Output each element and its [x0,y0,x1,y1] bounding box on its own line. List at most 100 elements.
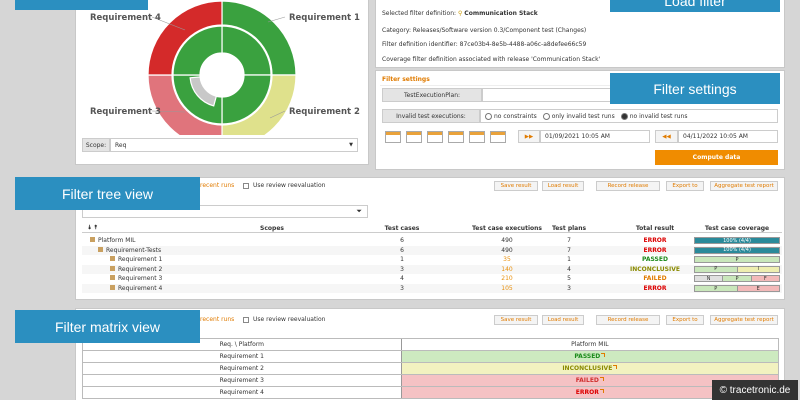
test-plans: 7 [552,246,586,255]
toolbar-button[interactable]: Aggregate test report [710,315,778,325]
tree-header: ScopesTest casesTest case executionsTest… [82,224,782,233]
date-from-button[interactable]: ▶▶ [518,130,540,143]
test-plans: 3 [552,284,586,293]
toolbar-button[interactable]: Save result [494,315,538,325]
column-header: Scopes [142,224,402,233]
sunburst-chart: Requirement 4Requirement 1Requirement 3R… [75,0,369,135]
identifier: Filter definition identifier: 87ce03b4-8… [382,41,586,48]
watermark: © tracetronic.de [712,380,798,400]
view-icon[interactable] [490,131,506,143]
coverage-bar: PE [694,285,780,292]
column-header: Test cases [372,224,432,233]
toolbar-button[interactable]: Record release [596,315,660,325]
coverage-segment: P [695,286,737,291]
tree-icon [110,275,115,280]
matrix-cell[interactable]: INCONCLUSIVE [401,363,778,374]
checkbox[interactable] [243,183,249,189]
scope-text: Requirement 2 [118,266,162,273]
coverage-segment: P [722,276,750,281]
radio-option[interactable]: no constraints [485,113,537,120]
test-plans: 5 [552,274,586,283]
coverage-bar: NPF [694,275,780,282]
matrix-column-header: Platform MIL [401,339,778,350]
toolbar-button[interactable]: Record release [596,181,660,191]
tree-icon [98,247,103,252]
tree-icon [90,237,95,242]
scope-text: Requirement 1 [118,256,162,263]
matrix-cell[interactable]: PASSED [401,351,778,362]
radio [621,113,628,120]
selected-name: Communication Stack [464,10,537,17]
coverage-segment: I [737,267,780,272]
toolbar-button[interactable]: Save result [494,181,538,191]
coverage-segment: 100% (4/4) [695,238,779,243]
toolbar-button[interactable]: Aggregate test report [710,181,778,191]
caret: ▼ [349,142,353,148]
scope-name: Requirement-Tests [98,247,161,254]
matrix-row: Requirement 4 ERROR [82,387,779,399]
coverage-segment: F [751,276,779,281]
tree-table: ScopesTest casesTest case executionsTest… [82,224,782,296]
callout [15,0,148,10]
radio-option[interactable]: only invalid test runs [543,113,615,120]
tree-icon [110,285,115,290]
tree-icon [110,266,115,271]
test-cases: 4 [372,274,432,283]
recent-runs[interactable]: recent runs [200,182,234,189]
sunburst-label: Requirement 2 [289,107,360,117]
radio-label: no invalid test runs [630,113,688,120]
coverage-note: Coverage filter definition associated wi… [382,56,600,63]
date-to-button[interactable]: ◀◀ [655,130,678,143]
scope-name: Requirement 1 [110,256,162,263]
scope-select[interactable]: Req▼ [110,138,358,152]
total-result: ERROR [617,236,693,245]
tree-row: Requirement 231404INCONCLUSIVEPI [82,265,782,274]
view-icons [385,131,506,143]
sunburst-label: Requirement 1 [289,13,360,23]
scope-text: Requirement 3 [118,275,162,282]
matrix-row-label: Requirement 4 [83,387,401,398]
date-to[interactable]: 04/11/2022 10:05 AM [678,130,778,143]
recent-runs[interactable]: recent runs [200,316,234,323]
callout: Filter tree view [15,177,200,210]
coverage-segment: P [695,257,779,262]
compute-button[interactable]: Compute data [655,150,778,165]
date-from[interactable]: 01/09/2021 10:05 AM [540,130,650,143]
tree-row: Requirement 431053ERRORPE [82,284,782,293]
sunburst-label: Requirement 3 [90,107,161,117]
total-result: INCONCLUSIVE [617,265,693,274]
radio-option[interactable]: no invalid test runs [621,113,688,120]
test-cases: 6 [372,246,432,255]
column-header: Total result [617,224,693,233]
toolbar-button[interactable]: Export to [666,315,704,325]
checkbox[interactable] [243,317,249,323]
test-cases: 3 [372,284,432,293]
matrix-status: FAILED [576,377,599,384]
view-icon[interactable] [406,131,422,143]
scope-text: Platform MIL [98,237,136,244]
view-icon[interactable] [448,131,464,143]
view-icon[interactable] [427,131,443,143]
matrix-row: Requirement 3 FAILED [82,375,779,387]
coverage-segment: 100% (4/4) [695,248,779,253]
plan-label: TestExecutionPlan: [382,88,482,102]
matrix-table: Req. \ PlatformPlatform MILRequirement 1… [82,338,779,399]
callout: Load filter [610,0,780,12]
selected-filter: Selected filter definition: ⚲ Communicat… [382,10,538,17]
toolbar-button[interactable]: Export to [666,181,704,191]
matrix-row-label: Requirement 3 [83,375,401,386]
scope-name: Requirement 4 [110,285,162,292]
matrix-status: ERROR [576,389,599,396]
column-header: Test plans [552,224,586,233]
scope-text: Requirement 4 [118,285,162,292]
scope-label: Scope: [82,138,110,152]
tree-row: Platform MIL64907ERROR100% (4/4) [82,236,782,245]
toolbar-button[interactable]: Load result [542,315,584,325]
plan-input[interactable] [482,88,622,102]
matrix-row: Requirement 2INCONCLUSIVE [82,363,779,375]
view-icon[interactable] [469,131,485,143]
view-icon[interactable] [385,131,401,143]
toolbar-button[interactable]: Load result [542,181,584,191]
category: Category: Releases/Software version 0.3/… [382,27,586,34]
